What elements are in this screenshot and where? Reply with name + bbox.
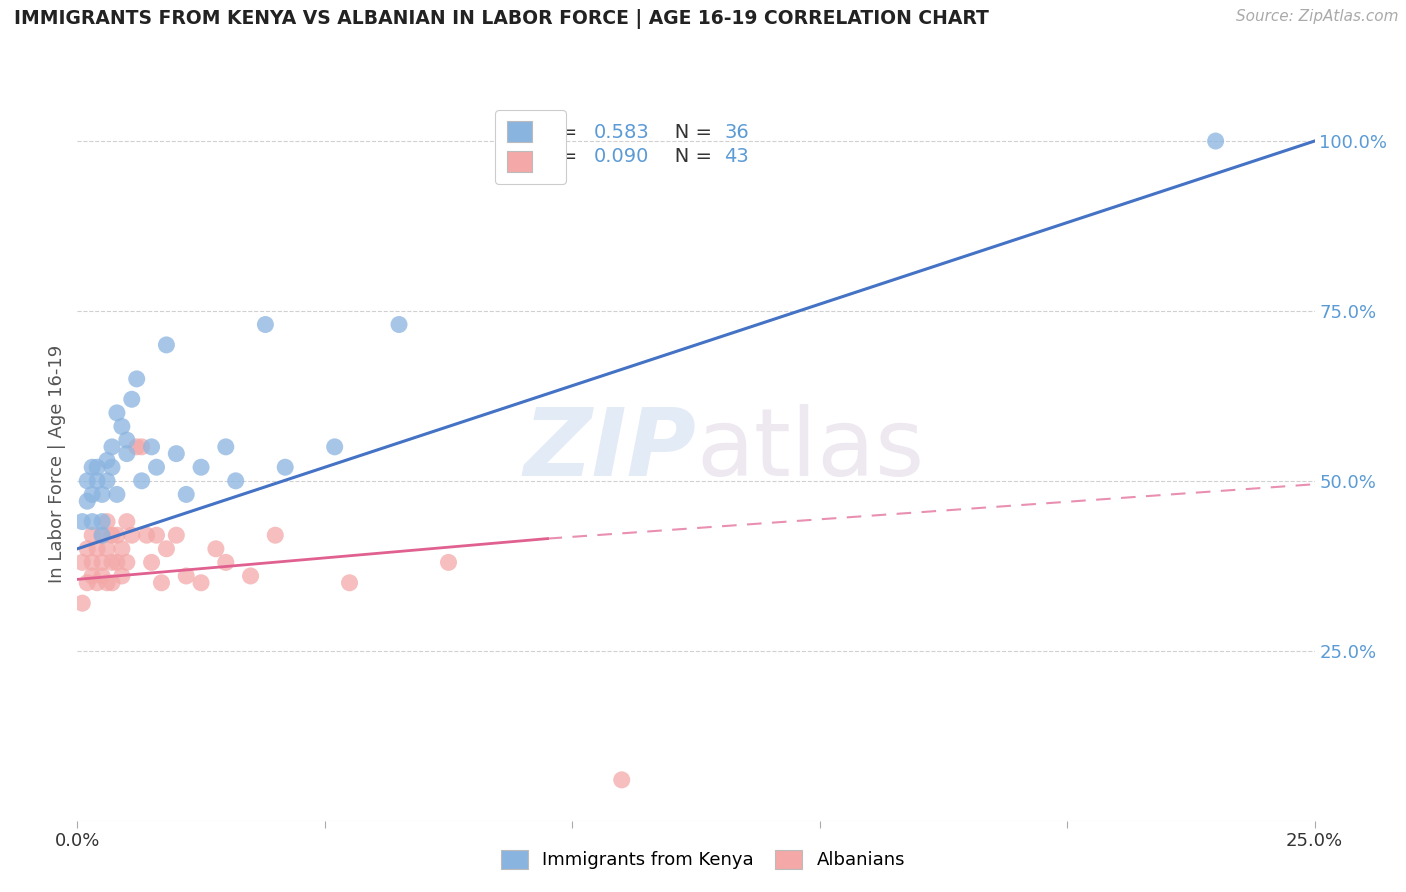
Point bbox=[96, 575, 118, 590]
Point bbox=[1353, 487, 1375, 501]
Text: R =: R = bbox=[541, 122, 591, 142]
Point bbox=[174, 487, 197, 501]
Point bbox=[72, 515, 94, 529]
Point bbox=[115, 433, 138, 447]
Point bbox=[82, 487, 104, 501]
Point bbox=[72, 555, 94, 569]
Point bbox=[141, 440, 163, 454]
Point bbox=[76, 474, 98, 488]
Point bbox=[101, 528, 124, 542]
Point bbox=[339, 575, 361, 590]
Point bbox=[145, 460, 167, 475]
Point bbox=[91, 569, 114, 583]
Point bbox=[82, 528, 104, 542]
Point bbox=[105, 406, 128, 420]
Point bbox=[111, 569, 134, 583]
Point bbox=[76, 541, 98, 556]
Point bbox=[174, 569, 197, 583]
Point bbox=[165, 447, 187, 461]
Text: 0.090: 0.090 bbox=[593, 147, 648, 167]
Point bbox=[91, 515, 114, 529]
Point bbox=[91, 528, 114, 542]
Point bbox=[131, 440, 153, 454]
Text: atlas: atlas bbox=[696, 403, 924, 496]
Point bbox=[323, 440, 346, 454]
Text: 43: 43 bbox=[724, 147, 749, 167]
Point bbox=[86, 474, 108, 488]
Point bbox=[105, 528, 128, 542]
Text: IMMIGRANTS FROM KENYA VS ALBANIAN IN LABOR FORCE | AGE 16-19 CORRELATION CHART: IMMIGRANTS FROM KENYA VS ALBANIAN IN LAB… bbox=[14, 9, 988, 29]
Point bbox=[91, 555, 114, 569]
Point bbox=[190, 460, 212, 475]
Legend:  ,  : , bbox=[495, 110, 565, 184]
Text: N =: N = bbox=[657, 147, 718, 167]
Legend: Immigrants from Kenya, Albanians: Immigrants from Kenya, Albanians bbox=[492, 841, 914, 879]
Point bbox=[131, 474, 153, 488]
Point bbox=[101, 555, 124, 569]
Point bbox=[121, 392, 143, 407]
Point bbox=[190, 575, 212, 590]
Point bbox=[135, 528, 157, 542]
Point bbox=[91, 487, 114, 501]
Point bbox=[155, 338, 177, 352]
Point bbox=[101, 460, 124, 475]
Point bbox=[239, 569, 262, 583]
Point bbox=[82, 460, 104, 475]
Text: R =: R = bbox=[541, 147, 591, 167]
Point bbox=[86, 575, 108, 590]
Point bbox=[610, 772, 633, 787]
Point bbox=[96, 515, 118, 529]
Point bbox=[150, 575, 173, 590]
Point bbox=[115, 515, 138, 529]
Point bbox=[215, 440, 238, 454]
Point bbox=[121, 528, 143, 542]
Point bbox=[165, 528, 187, 542]
Point bbox=[76, 494, 98, 508]
Point bbox=[105, 487, 128, 501]
Point bbox=[145, 528, 167, 542]
Text: ZIP: ZIP bbox=[523, 403, 696, 496]
Point bbox=[125, 440, 148, 454]
Point bbox=[111, 419, 134, 434]
Text: 36: 36 bbox=[724, 122, 749, 142]
Point bbox=[437, 555, 460, 569]
Point bbox=[388, 318, 411, 332]
Point bbox=[115, 555, 138, 569]
Point bbox=[111, 541, 134, 556]
Y-axis label: In Labor Force | Age 16-19: In Labor Force | Age 16-19 bbox=[48, 344, 66, 583]
Point bbox=[82, 555, 104, 569]
Point bbox=[254, 318, 277, 332]
Point bbox=[141, 555, 163, 569]
Text: N =: N = bbox=[657, 122, 718, 142]
Point bbox=[215, 555, 238, 569]
Point bbox=[72, 596, 94, 610]
Point bbox=[205, 541, 228, 556]
Text: Source: ZipAtlas.com: Source: ZipAtlas.com bbox=[1236, 9, 1399, 24]
Point bbox=[82, 569, 104, 583]
Point bbox=[101, 575, 124, 590]
Point bbox=[264, 528, 287, 542]
Point bbox=[91, 528, 114, 542]
Point bbox=[86, 541, 108, 556]
Point bbox=[76, 575, 98, 590]
Point bbox=[125, 372, 148, 386]
Point bbox=[96, 453, 118, 467]
Point bbox=[96, 541, 118, 556]
Point bbox=[225, 474, 247, 488]
Point bbox=[82, 515, 104, 529]
Point bbox=[1205, 134, 1227, 148]
Point bbox=[86, 460, 108, 475]
Text: 0.583: 0.583 bbox=[593, 122, 650, 142]
Point bbox=[274, 460, 297, 475]
Point bbox=[115, 447, 138, 461]
Point bbox=[155, 541, 177, 556]
Point bbox=[96, 474, 118, 488]
Point bbox=[101, 440, 124, 454]
Point bbox=[105, 555, 128, 569]
